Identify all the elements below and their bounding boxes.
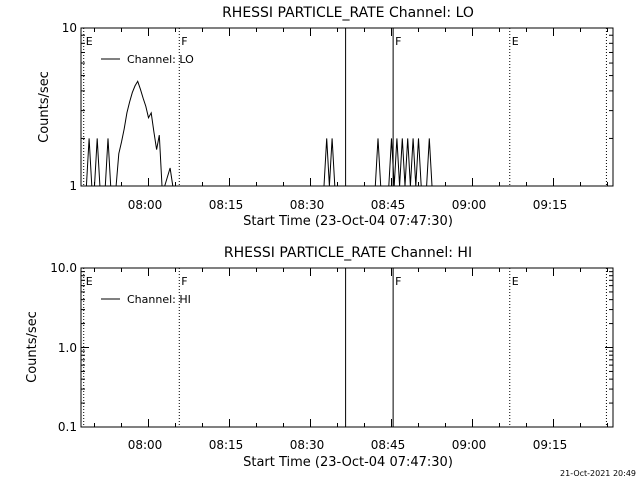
hi-x-tick-0845: 08:45 <box>371 438 406 452</box>
hi-x-axis-label: Start Time (23-Oct-04 07:47:30) <box>243 455 453 470</box>
lo-panel-title: RHESSI PARTICLE_RATE Channel: LO <box>222 5 474 21</box>
hi-y-tick-1: 1.0 <box>58 341 77 355</box>
lo-y-axis-label: Counts/sec <box>37 71 52 143</box>
hi-event-marker-label: E <box>512 275 519 288</box>
hi-panel-title: RHESSI PARTICLE_RATE Channel: HI <box>224 245 472 261</box>
hi-x-tick-0900: 09:00 <box>452 438 487 452</box>
lo-x-axis-label: Start Time (23-Oct-04 07:47:30) <box>243 214 453 229</box>
lo-legend-label: Channel: LO <box>127 53 194 66</box>
lo-x-tick-0915: 09:15 <box>533 198 568 212</box>
lo-y-tick-1: 1 <box>69 179 77 193</box>
lo-y-tick-10: 10 <box>62 21 77 35</box>
lo-x-tick-0845: 08:45 <box>371 198 406 212</box>
hi-x-tick-0830: 08:30 <box>290 438 325 452</box>
hi-x-tick-0800: 08:00 <box>128 438 163 452</box>
hi-event-marker-label: F <box>395 275 401 288</box>
lo-x-tick-0830: 08:30 <box>290 198 325 212</box>
hi-channel-panel: RHESSI PARTICLE_RATE Channel: HI Start T… <box>25 245 614 470</box>
hi-event-marker-label: F <box>181 275 187 288</box>
lo-x-tick-0800: 08:00 <box>128 198 163 212</box>
lo-event-marker-label: F <box>395 35 401 48</box>
hi-y-axis-label: Counts/sec <box>25 311 40 383</box>
lo-x-tick-0815: 08:15 <box>209 198 244 212</box>
hi-x-tick-0915: 09:15 <box>533 438 568 452</box>
lo-event-marker-label: E <box>512 35 519 48</box>
lo-channel-panel: RHESSI PARTICLE_RATE Channel: LO Start T… <box>37 5 614 229</box>
lo-event-marker-label: F <box>181 35 187 48</box>
lo-x-tick-0900: 09:00 <box>452 198 487 212</box>
hi-y-tick-0-1: 0.1 <box>58 420 77 434</box>
hi-legend-label: Channel: HI <box>127 293 191 306</box>
hi-x-tick-0815: 08:15 <box>209 438 244 452</box>
hi-y-tick-10: 10.0 <box>50 261 77 275</box>
lo-series-line <box>85 80 433 187</box>
hi-event-marker-label: E <box>86 275 93 288</box>
lo-event-marker-label: E <box>86 35 93 48</box>
footer-timestamp: 21-Oct-2021 20:49 <box>560 469 636 478</box>
